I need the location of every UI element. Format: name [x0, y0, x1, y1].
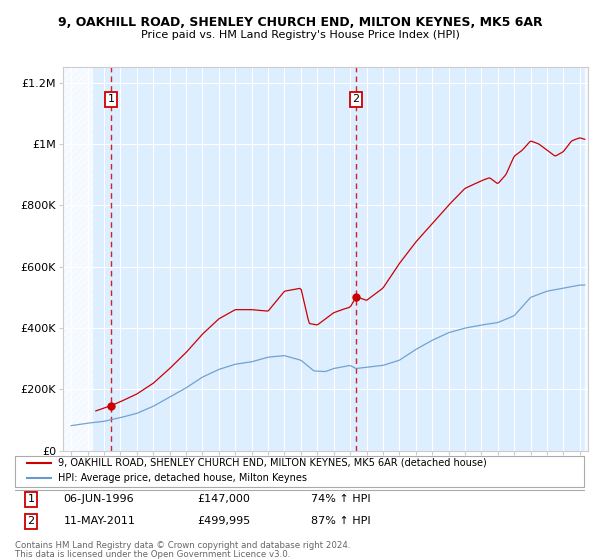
Text: £499,995: £499,995 — [197, 516, 251, 526]
Text: HPI: Average price, detached house, Milton Keynes: HPI: Average price, detached house, Milt… — [58, 473, 307, 483]
Bar — [63, 67, 92, 451]
Text: 2: 2 — [352, 95, 359, 104]
Text: 9, OAKHILL ROAD, SHENLEY CHURCH END, MILTON KEYNES, MK5 6AR (detached house): 9, OAKHILL ROAD, SHENLEY CHURCH END, MIL… — [58, 458, 487, 468]
Text: Contains HM Land Registry data © Crown copyright and database right 2024.: Contains HM Land Registry data © Crown c… — [15, 541, 350, 550]
Text: £147,000: £147,000 — [197, 494, 250, 505]
Text: 87% ↑ HPI: 87% ↑ HPI — [311, 516, 371, 526]
Text: 11-MAY-2011: 11-MAY-2011 — [64, 516, 136, 526]
Text: 74% ↑ HPI: 74% ↑ HPI — [311, 494, 371, 505]
Text: 1: 1 — [107, 95, 115, 104]
Text: 9, OAKHILL ROAD, SHENLEY CHURCH END, MILTON KEYNES, MK5 6AR: 9, OAKHILL ROAD, SHENLEY CHURCH END, MIL… — [58, 16, 542, 29]
Bar — [585, 67, 588, 451]
Text: 2: 2 — [28, 516, 35, 526]
Text: Price paid vs. HM Land Registry's House Price Index (HPI): Price paid vs. HM Land Registry's House … — [140, 30, 460, 40]
FancyBboxPatch shape — [15, 456, 584, 487]
Text: 06-JUN-1996: 06-JUN-1996 — [64, 494, 134, 505]
Text: 1: 1 — [28, 494, 34, 505]
Text: This data is licensed under the Open Government Licence v3.0.: This data is licensed under the Open Gov… — [15, 550, 290, 559]
